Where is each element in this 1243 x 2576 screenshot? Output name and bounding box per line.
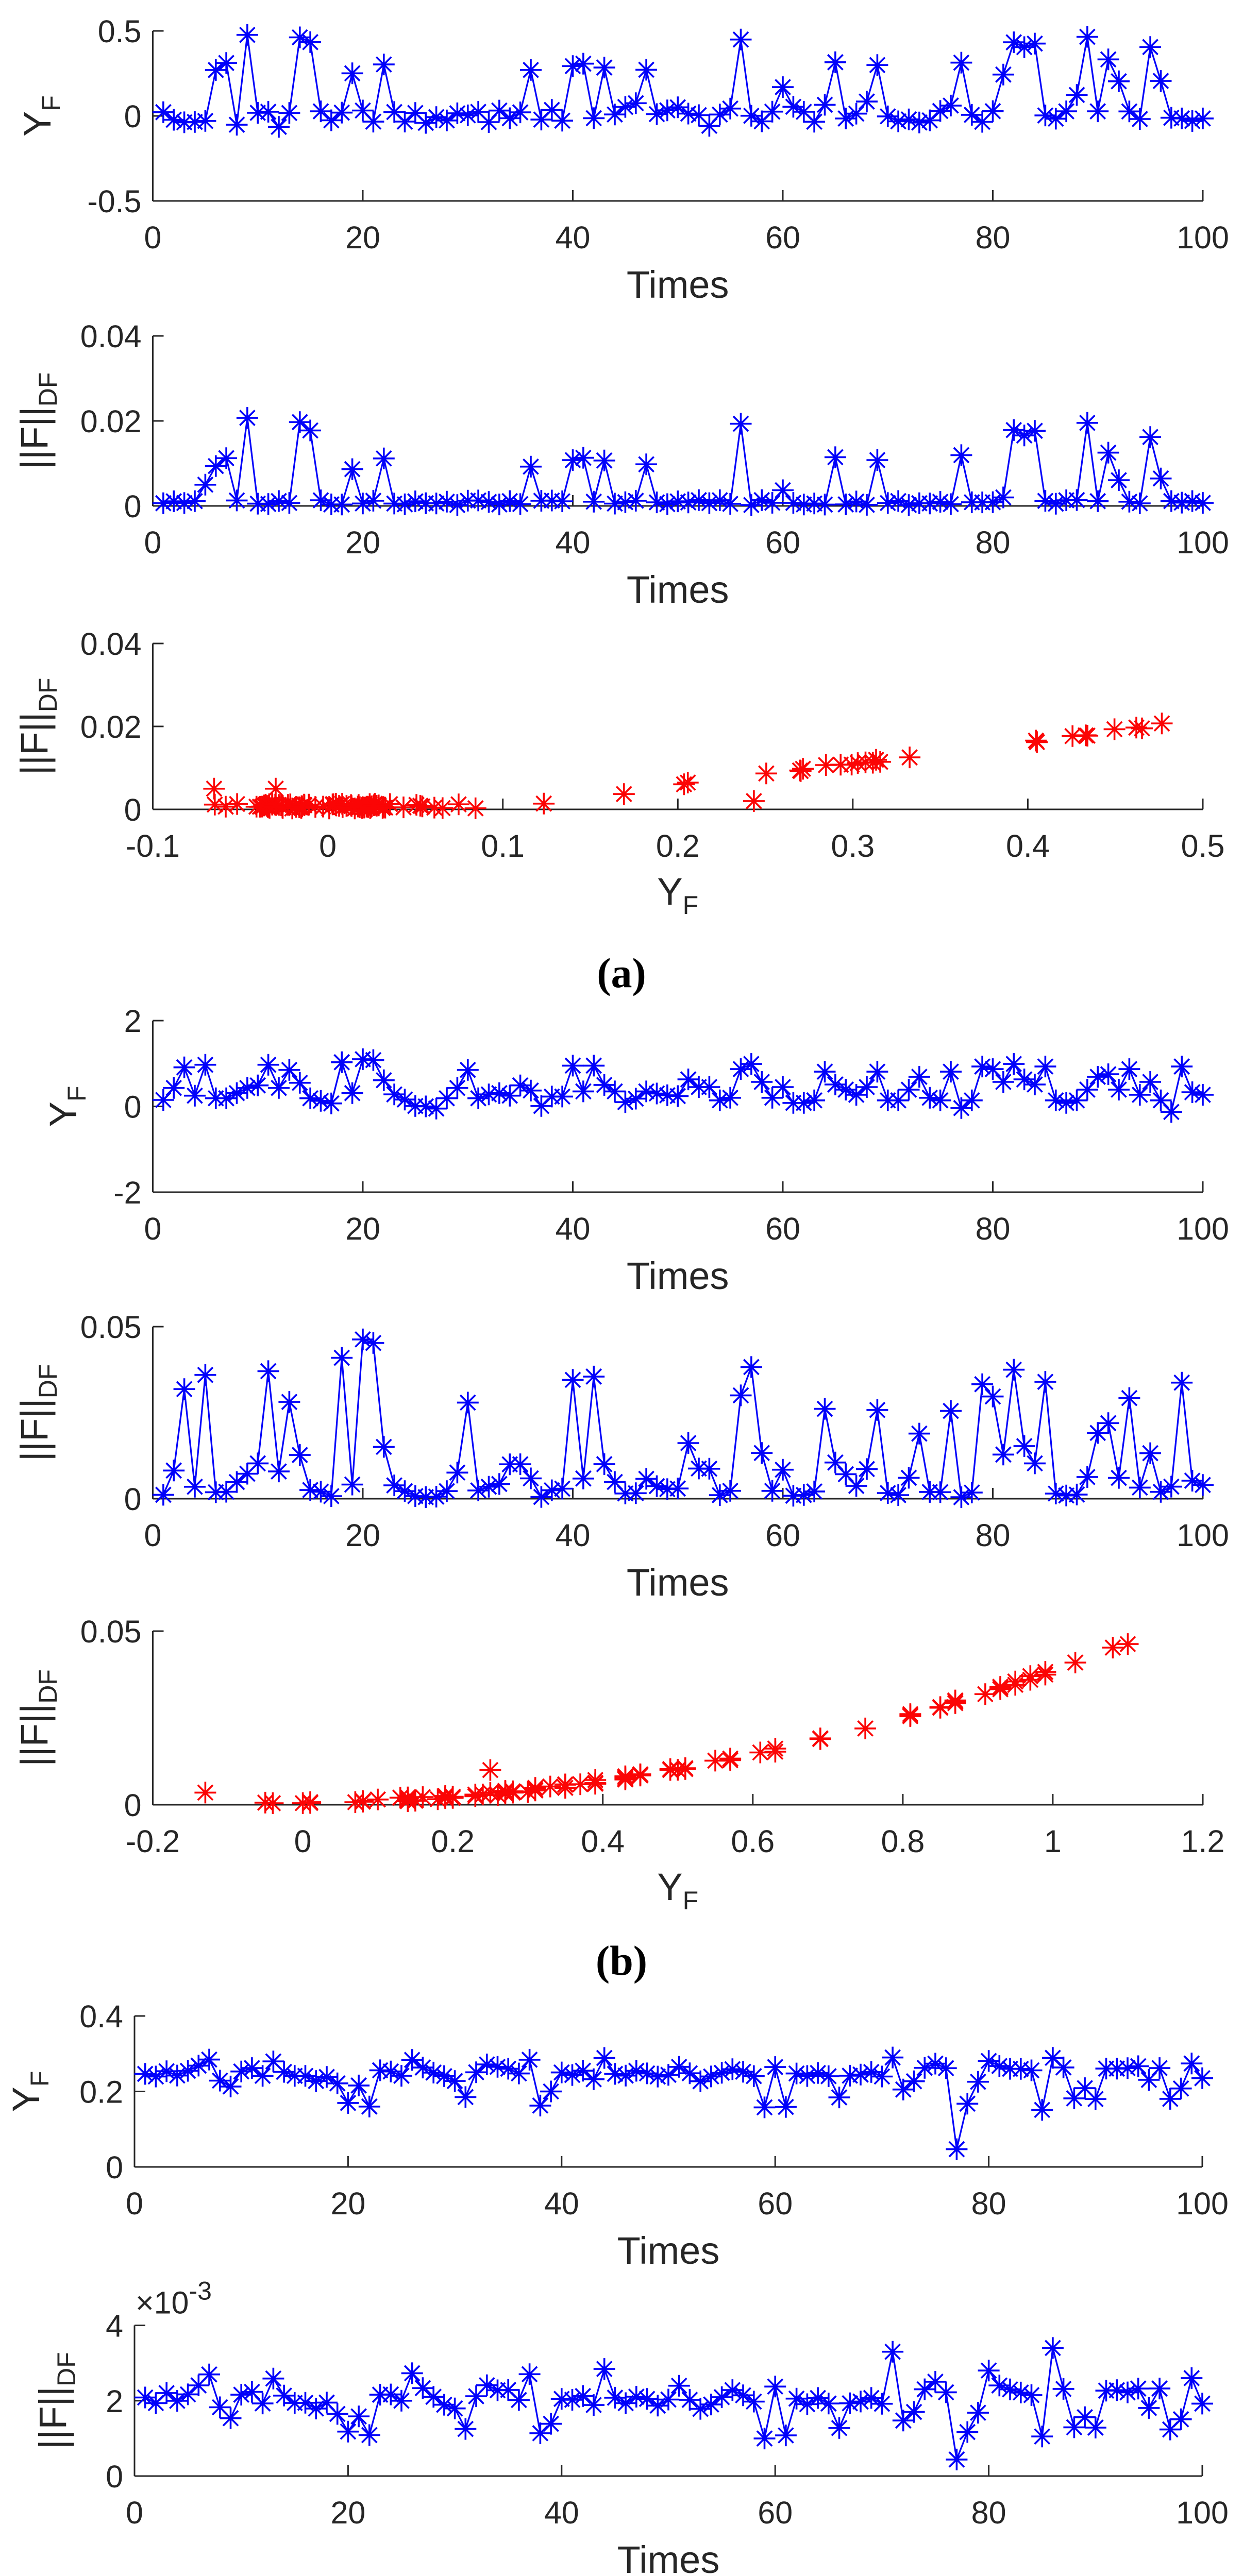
svg-text:YF: YF [657,1866,698,1915]
svg-text:0: 0 [124,792,142,827]
svg-text:1: 1 [1044,1824,1062,1859]
svg-text:40: 40 [556,1211,591,1246]
svg-text:1.2: 1.2 [1181,1824,1225,1859]
svg-text:0: 0 [124,1482,142,1517]
svg-text:0.3: 0.3 [831,828,875,863]
svg-text:||F||DF: ||F||DF [31,2352,81,2449]
svg-text:0: 0 [124,99,142,134]
svg-text:0.02: 0.02 [80,709,142,744]
svg-text:100: 100 [1177,1518,1229,1553]
svg-text:40: 40 [556,1518,591,1553]
svg-text:40: 40 [556,525,591,560]
svg-text:20: 20 [345,220,380,255]
svg-text:(a): (a) [597,950,646,996]
svg-text:100: 100 [1177,220,1229,255]
svg-text:80: 80 [976,1211,1011,1246]
svg-text:0: 0 [126,2495,143,2530]
svg-text:0.02: 0.02 [80,404,142,439]
svg-text:Times: Times [617,2538,720,2576]
svg-text:80: 80 [976,1518,1011,1553]
svg-text:0: 0 [144,525,162,560]
svg-text:0: 0 [124,1090,142,1125]
svg-text:||F||DF: ||F||DF [13,1364,62,1462]
svg-text:100: 100 [1176,2186,1229,2221]
svg-text:0.4: 0.4 [79,1999,123,2034]
svg-text:40: 40 [544,2186,579,2221]
svg-text:Times: Times [627,1561,729,1604]
svg-text:0.8: 0.8 [881,1824,925,1859]
svg-text:100: 100 [1176,2495,1229,2530]
svg-text:60: 60 [765,1211,800,1246]
svg-text:40: 40 [556,220,591,255]
svg-text:60: 60 [758,2186,793,2221]
svg-text:0.04: 0.04 [80,626,142,662]
svg-text:0.05: 0.05 [80,1614,142,1649]
svg-text:80: 80 [976,525,1011,560]
svg-text:0.2: 0.2 [431,1824,475,1859]
svg-text:-0.1: -0.1 [126,828,180,863]
svg-text:0: 0 [124,1788,142,1823]
svg-text:(b): (b) [596,1937,647,1984]
svg-text:100: 100 [1177,525,1229,560]
svg-text:20: 20 [345,525,380,560]
svg-text:Times: Times [617,2229,720,2272]
svg-text:0.4: 0.4 [581,1824,625,1859]
svg-text:YF: YF [5,2071,54,2112]
svg-text:0: 0 [124,489,142,524]
svg-text:0: 0 [319,828,337,863]
svg-text:60: 60 [758,2495,793,2530]
svg-text:0.4: 0.4 [1006,828,1050,863]
svg-text:60: 60 [765,220,800,255]
svg-text:2: 2 [106,2384,123,2419]
svg-text:0: 0 [144,1518,162,1553]
svg-text:80: 80 [976,220,1011,255]
svg-text:0.2: 0.2 [656,828,700,863]
svg-text:0.5: 0.5 [1181,828,1225,863]
svg-text:0: 0 [144,1211,162,1246]
svg-text:40: 40 [544,2495,579,2530]
svg-text:20: 20 [345,1211,380,1246]
svg-text:20: 20 [345,1518,380,1553]
svg-text:0.1: 0.1 [481,828,525,863]
svg-text:-0.2: -0.2 [126,1824,180,1859]
svg-text:4: 4 [106,2309,123,2344]
svg-text:2: 2 [124,1004,142,1039]
svg-text:80: 80 [971,2495,1006,2530]
svg-text:0: 0 [106,2150,123,2185]
svg-text:Times: Times [627,1255,729,1297]
svg-text:0: 0 [294,1824,312,1859]
svg-text:0.6: 0.6 [731,1824,775,1859]
svg-text:0: 0 [144,220,162,255]
svg-text:0.05: 0.05 [80,1310,142,1345]
svg-text:60: 60 [765,1518,800,1553]
svg-text:20: 20 [330,2186,365,2221]
svg-text:0: 0 [126,2186,143,2221]
svg-text:-2: -2 [113,1175,141,1210]
svg-text:20: 20 [330,2495,365,2530]
svg-text:-0.5: -0.5 [87,184,141,219]
svg-text:80: 80 [971,2186,1006,2221]
svg-text:0.5: 0.5 [98,14,142,49]
svg-text:Times: Times [627,263,729,306]
svg-text:0.04: 0.04 [80,319,142,354]
svg-text:0: 0 [106,2459,123,2494]
svg-text:Times: Times [627,568,729,611]
svg-text:0.2: 0.2 [79,2075,123,2110]
svg-text:60: 60 [765,525,800,560]
svg-text:100: 100 [1177,1211,1229,1246]
